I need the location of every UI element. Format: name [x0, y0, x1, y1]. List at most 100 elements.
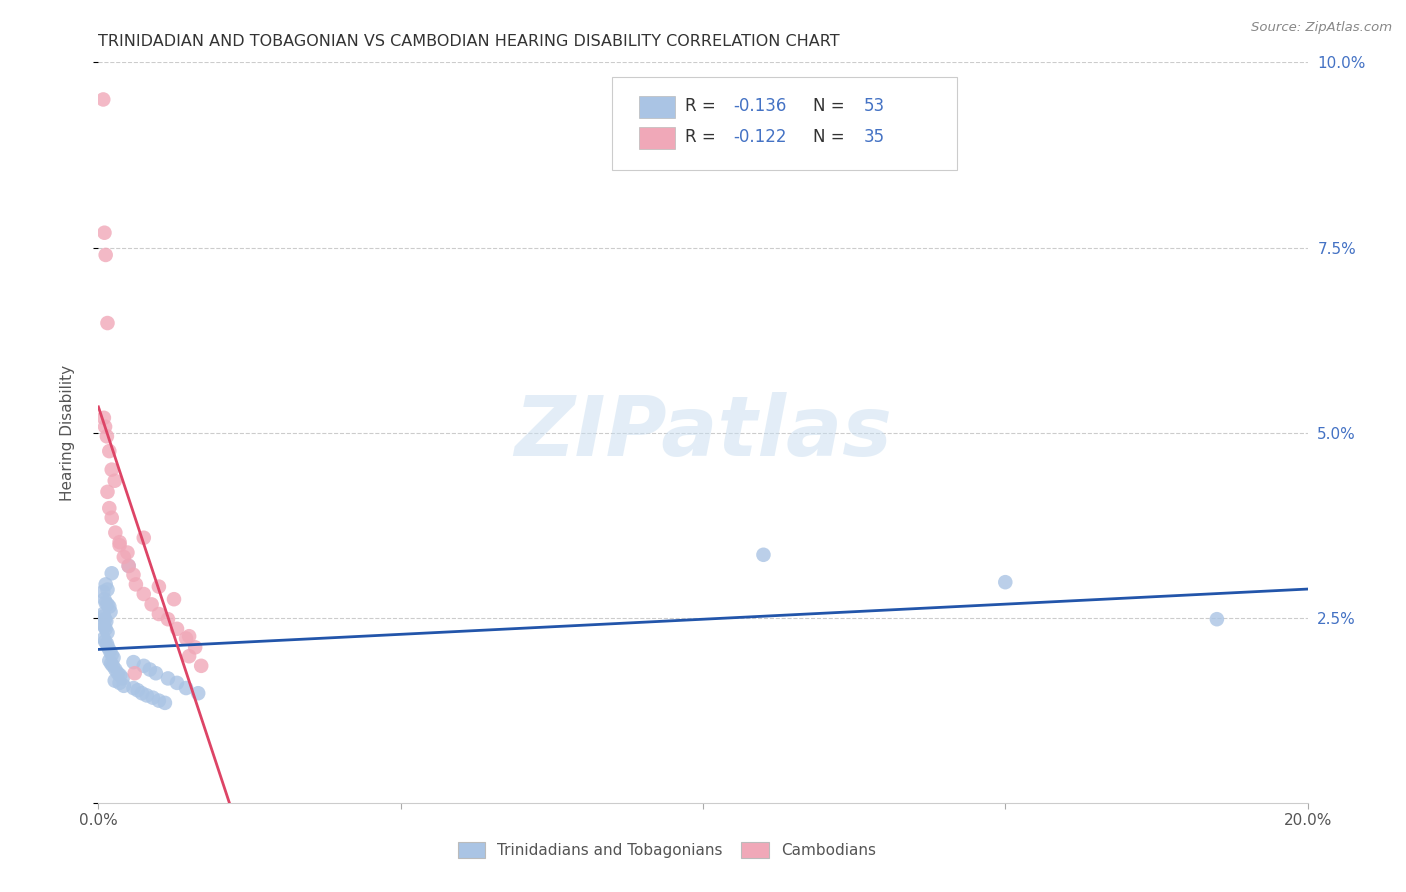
Point [94, 596, 117, 610]
Point [148, 607, 170, 621]
FancyBboxPatch shape [638, 95, 675, 118]
Point [94, 419, 117, 434]
Point [93, 592, 115, 607]
Point [122, 655, 145, 669]
Point [103, 650, 125, 665]
Point [94, 634, 117, 648]
Point [104, 525, 127, 540]
Point [100, 566, 122, 581]
Point [91, 616, 114, 631]
Text: ZIPatlas: ZIPatlas [515, 392, 891, 473]
Point [96, 615, 118, 629]
Point [107, 666, 129, 681]
Point [98, 501, 121, 516]
Text: -0.122: -0.122 [734, 128, 787, 146]
Point [174, 681, 197, 695]
Point [752, 548, 775, 562]
Point [166, 676, 188, 690]
Point [122, 681, 145, 695]
Text: N =: N = [813, 128, 849, 146]
Point [156, 612, 179, 626]
Point [96, 484, 118, 499]
Point [104, 673, 127, 688]
Point [125, 577, 148, 591]
Point [117, 545, 139, 559]
Point [93, 226, 115, 240]
Point [111, 672, 134, 686]
Point [96, 637, 118, 651]
Point [174, 632, 197, 646]
Point [96, 316, 118, 330]
Point [94, 577, 117, 591]
Point [104, 663, 127, 677]
Text: TRINIDADIAN AND TOBAGONIAN VS CAMBODIAN HEARING DISABILITY CORRELATION CHART: TRINIDADIAN AND TOBAGONIAN VS CAMBODIAN … [98, 34, 839, 49]
Point [104, 474, 127, 488]
Point [101, 658, 124, 673]
Point [132, 587, 155, 601]
Point [93, 632, 115, 646]
Point [163, 592, 186, 607]
Point [112, 549, 135, 564]
Text: R =: R = [685, 128, 721, 146]
Text: -0.136: -0.136 [734, 97, 786, 115]
Point [94, 248, 117, 262]
Point [135, 689, 157, 703]
Point [100, 462, 122, 476]
Point [100, 648, 122, 662]
Point [142, 690, 165, 705]
Point [98, 599, 121, 614]
Point [100, 657, 122, 671]
Point [96, 582, 118, 597]
Point [96, 429, 118, 443]
Point [91, 584, 114, 599]
Point [100, 510, 122, 524]
Point [98, 644, 121, 658]
Point [108, 668, 131, 682]
Text: R =: R = [685, 97, 721, 115]
Point [187, 686, 209, 700]
Point [94, 622, 117, 636]
Y-axis label: Hearing Disability: Hearing Disability [60, 365, 75, 500]
Point [93, 619, 115, 633]
Point [118, 558, 141, 573]
Point [131, 686, 153, 700]
Point [145, 666, 167, 681]
Point [112, 679, 135, 693]
Point [994, 575, 1017, 590]
Point [97, 640, 120, 655]
Point [118, 558, 141, 573]
Point [184, 640, 207, 655]
Text: 53: 53 [863, 97, 884, 115]
Point [124, 666, 146, 681]
Point [179, 629, 201, 643]
Point [127, 683, 149, 698]
Text: N =: N = [813, 97, 849, 115]
Point [94, 612, 117, 626]
Legend: Trinidadians and Tobagonians, Cambodians: Trinidadians and Tobagonians, Cambodians [450, 834, 883, 865]
FancyBboxPatch shape [638, 127, 675, 149]
Point [98, 654, 121, 668]
Point [148, 580, 170, 594]
FancyBboxPatch shape [613, 78, 957, 169]
Point [100, 605, 122, 619]
Text: Source: ZipAtlas.com: Source: ZipAtlas.com [1251, 21, 1392, 34]
Text: 35: 35 [863, 128, 884, 146]
Point [190, 658, 212, 673]
Point [108, 535, 131, 549]
Point [1206, 612, 1229, 626]
Point [132, 531, 155, 545]
Point [153, 696, 176, 710]
Point [166, 622, 188, 636]
Point [96, 625, 118, 640]
Point [179, 649, 201, 664]
Point [91, 607, 114, 621]
Point [141, 598, 163, 612]
Point [93, 410, 115, 425]
Point [156, 672, 179, 686]
Point [91, 92, 114, 106]
Point [96, 598, 118, 612]
Point [132, 658, 155, 673]
Point [108, 538, 131, 552]
Point [139, 663, 162, 677]
Point [108, 676, 131, 690]
